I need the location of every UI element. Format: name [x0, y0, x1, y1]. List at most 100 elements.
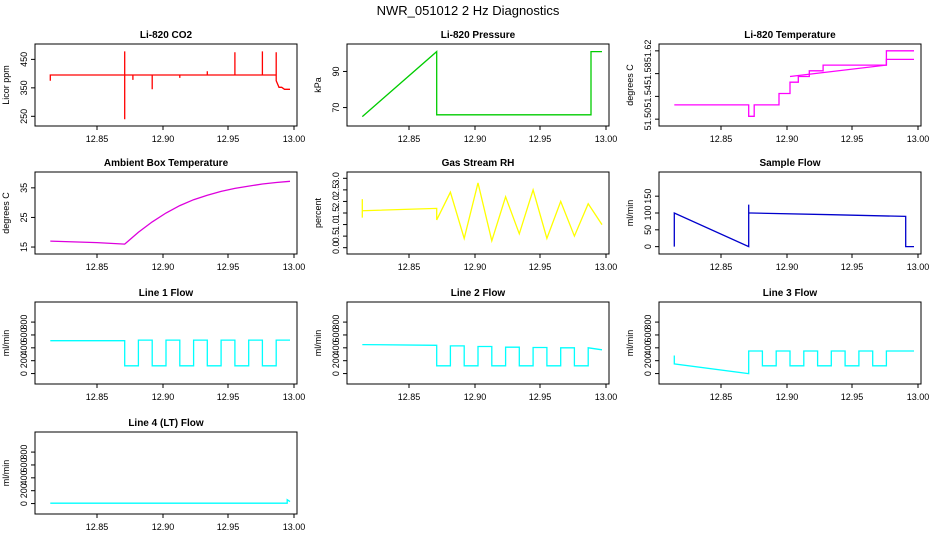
y-tick-label: 51.62 — [643, 40, 653, 63]
y-tick-label: 600 — [19, 457, 29, 472]
x-tick-label: 12.85 — [710, 262, 733, 272]
x-tick-label: 12.95 — [217, 392, 240, 402]
series-line-line3 — [673, 350, 914, 375]
y-axis-label: ml/min — [1, 460, 11, 487]
x-tick-label: 12.95 — [529, 392, 552, 402]
y-tick-label: 400 — [19, 340, 29, 355]
x-tick-label: 13.00 — [907, 134, 930, 144]
y-tick-label: 15 — [19, 242, 29, 252]
x-tick-label: 12.85 — [398, 392, 421, 402]
y-tick-label: 450 — [19, 52, 29, 67]
y-axis-label: ml/min — [625, 330, 635, 357]
plot-frame — [658, 171, 922, 255]
x-tick-label: 12.90 — [152, 134, 175, 144]
y-tick-label: 2.0 — [331, 195, 341, 208]
chart-title: Line 4 (LT) Flow — [128, 418, 204, 429]
plot-frame — [658, 301, 922, 385]
y-tick-label: 0 — [643, 371, 653, 376]
plot-frame — [346, 43, 610, 127]
chart-panel-5: Gas Stream RH percent 0.00.51.01.52.02.53.… — [313, 158, 617, 272]
x-tick-label: 13.00 — [907, 262, 930, 272]
chart-title: Gas Stream RH — [442, 158, 515, 169]
x-tick-label: 12.85 — [398, 262, 421, 272]
y-tick-label: 250 — [19, 109, 29, 124]
x-tick-label: 12.90 — [152, 262, 175, 272]
y-tick-label: 1.5 — [331, 207, 341, 220]
y-tick-label: 600 — [643, 327, 653, 342]
y-tick-label: 800 — [19, 315, 29, 330]
x-tick-label: 12.95 — [217, 262, 240, 272]
x-tick-label: 12.95 — [841, 262, 864, 272]
x-tick-label: 12.95 — [529, 262, 552, 272]
series-line-temp-upper — [789, 50, 914, 78]
y-tick-label: 800 — [331, 315, 341, 330]
x-tick-label: 12.85 — [86, 134, 109, 144]
x-tick-label: 13.00 — [283, 262, 306, 272]
plot-frame — [34, 431, 298, 515]
x-tick-label: 12.90 — [464, 134, 487, 144]
y-axis-label: percent — [313, 197, 323, 228]
y-tick-label: 800 — [643, 315, 653, 330]
page-title: NWR_051012 2 Hz Diagnostics — [377, 3, 560, 18]
x-tick-label: 12.90 — [464, 392, 487, 402]
series-line-rh — [361, 182, 603, 244]
y-tick-label: 0.5 — [331, 230, 341, 243]
y-axis-label: ml/min — [625, 200, 635, 227]
y-tick-label: 1.0 — [331, 218, 341, 231]
x-tick-label: 12.85 — [710, 392, 733, 402]
series-line-line4 — [50, 498, 291, 504]
chart-title: Sample Flow — [759, 158, 820, 169]
x-tick-label: 13.00 — [595, 262, 618, 272]
y-tick-label: 200 — [331, 353, 341, 368]
y-tick-label: 400 — [331, 340, 341, 355]
y-tick-label: 350 — [19, 80, 29, 95]
y-tick-label: 600 — [331, 327, 341, 342]
x-tick-label: 12.85 — [86, 392, 109, 402]
y-tick-label: 0.0 — [331, 241, 341, 254]
chart-panel-4: Ambient Box Temperature degrees C 15 25 35 12… — [1, 158, 305, 272]
y-axis-label: ml/min — [313, 330, 323, 357]
y-tick-label: 400 — [19, 470, 29, 485]
y-tick-label: 3.0 — [331, 172, 341, 185]
y-axis-label: ml/min — [1, 330, 11, 357]
series-line-co2 — [49, 51, 290, 120]
x-tick-label: 12.85 — [86, 522, 109, 532]
chart-panel-1: Li-820 CO2 Licor ppm 250 350 450 12.85 12.90 12… — [1, 30, 305, 144]
series-line-temp — [674, 58, 914, 117]
plot-frame — [346, 301, 610, 385]
y-tick-label: 50 — [643, 225, 653, 235]
x-tick-label: 12.85 — [86, 262, 109, 272]
y-tick-label: 0 — [19, 371, 29, 376]
series-line-ambient — [50, 180, 291, 245]
plot-frame — [34, 301, 298, 385]
x-tick-label: 13.00 — [283, 522, 306, 532]
chart-title: Li-820 Pressure — [441, 30, 516, 41]
chart-title: Line 3 Flow — [763, 288, 818, 299]
series-line-sample — [673, 204, 914, 248]
x-tick-label: 13.00 — [595, 392, 618, 402]
y-tick-label: 90 — [331, 66, 341, 76]
y-tick-label: 150 — [643, 189, 653, 204]
x-tick-label: 12.95 — [841, 392, 864, 402]
y-tick-label: 70 — [331, 103, 341, 113]
x-tick-label: 13.00 — [907, 392, 930, 402]
y-tick-label: 2.5 — [331, 184, 341, 197]
x-tick-label: 12.90 — [152, 522, 175, 532]
y-tick-label: 0 — [643, 244, 653, 249]
y-tick-label: 800 — [19, 445, 29, 460]
plot-frame — [658, 43, 922, 127]
x-tick-label: 12.85 — [398, 134, 421, 144]
chart-title: Ambient Box Temperature — [104, 158, 229, 169]
y-tick-label: 100 — [643, 205, 653, 220]
chart-title: Li-820 Temperature — [744, 30, 836, 41]
x-tick-label: 12.85 — [710, 134, 733, 144]
y-tick-label: 51.58 — [643, 62, 653, 85]
y-tick-label: 0 — [19, 501, 29, 506]
x-tick-label: 12.90 — [464, 262, 487, 272]
y-axis-label: degrees C — [1, 192, 11, 234]
y-tick-label: 51.50 — [643, 108, 653, 131]
